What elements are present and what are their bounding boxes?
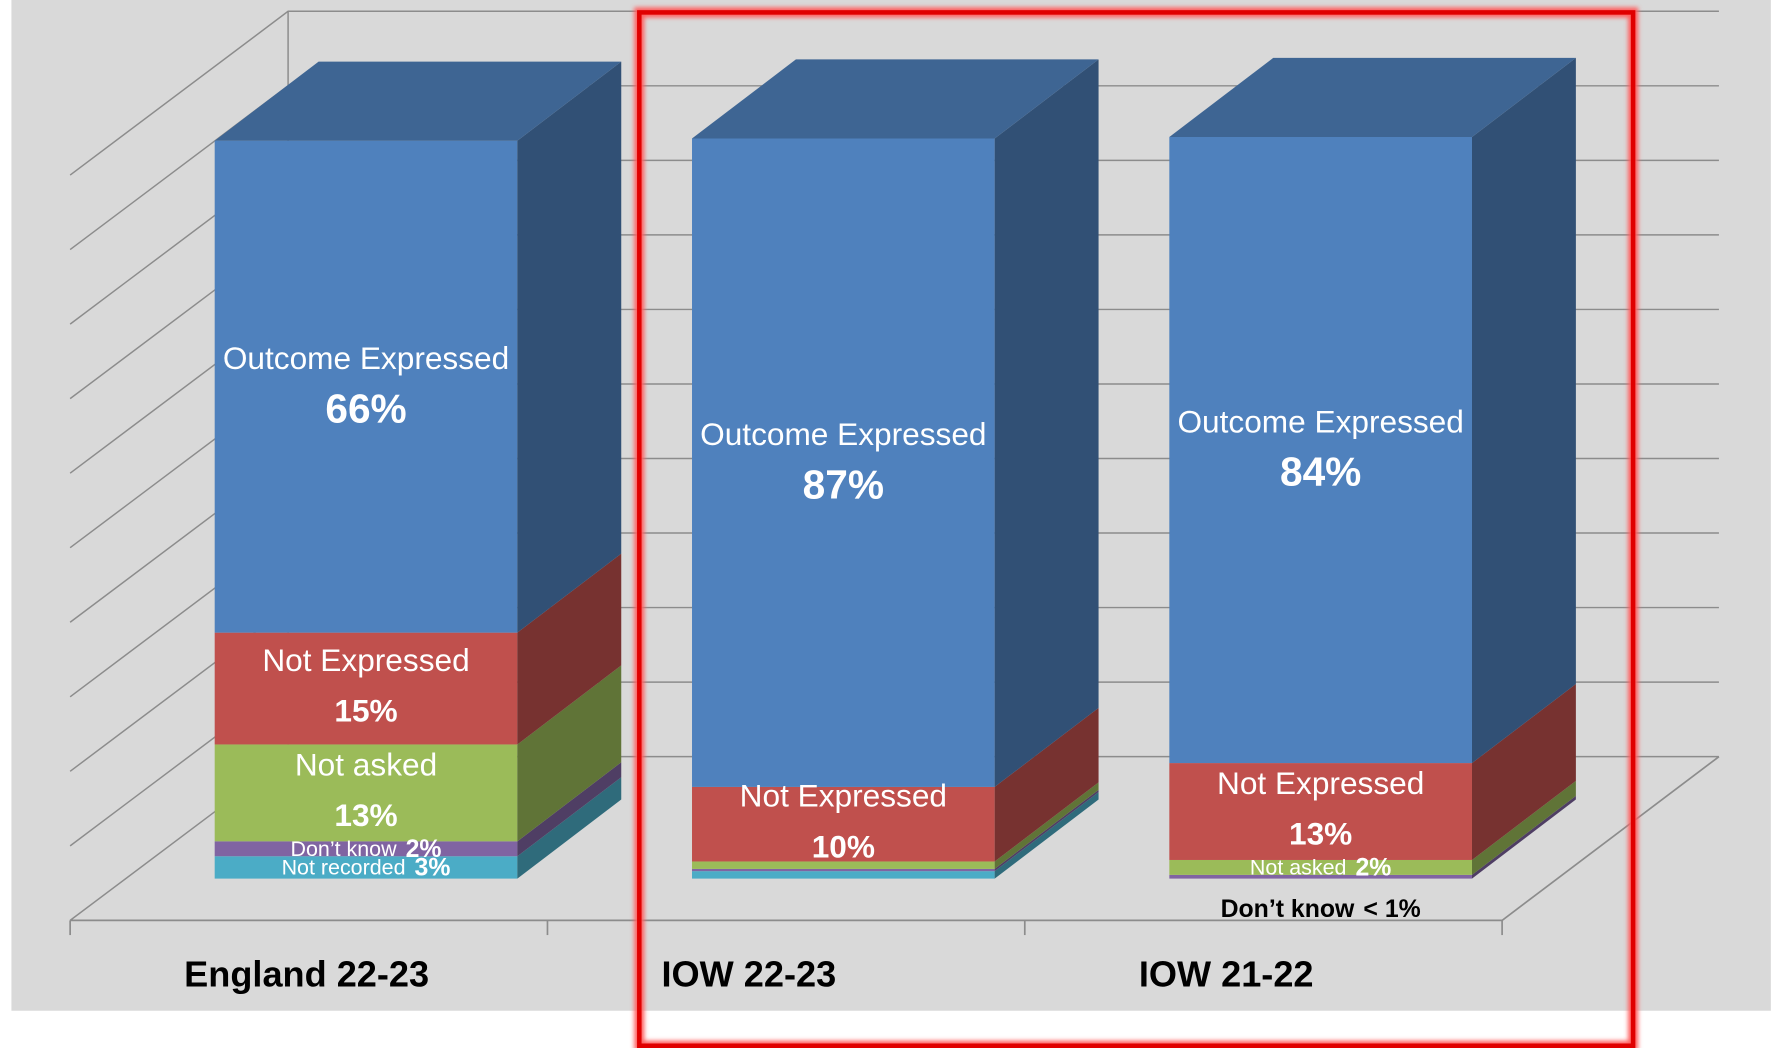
bar-front [1169, 859, 1472, 875]
bar-front [214, 744, 518, 842]
value-label: 13% [1289, 816, 1352, 852]
value-label: 2% [1355, 854, 1391, 881]
bar-side [994, 707, 1099, 862]
bar-side [1471, 684, 1576, 860]
highlight-box [637, 10, 1636, 1048]
bar-segment [1169, 795, 1576, 879]
x-tick-label: IOW 22-23 [662, 953, 837, 994]
segment-name: Not asked [1250, 855, 1347, 879]
bar-segment [214, 777, 622, 879]
segment-label: Don’t know < 1% [1221, 896, 1421, 923]
bar-segment [692, 707, 1099, 862]
bar-segment [1169, 684, 1576, 860]
segment-name: Not recorded [282, 855, 406, 879]
value-label: 15% [334, 693, 397, 729]
segment-name: Outcome Expressed [700, 416, 986, 452]
bar-side [517, 665, 622, 842]
value-label: 2% [406, 835, 442, 862]
segment-name: Don’t know [1221, 896, 1355, 923]
segment-name: Don’t know [291, 837, 398, 861]
bar-side [1471, 57, 1576, 764]
segment-label: Not recorded 3% [282, 854, 451, 881]
bar-front [692, 868, 995, 872]
bar-segment [214, 61, 622, 633]
bar-segment [1169, 57, 1576, 764]
segment-label: Not asked 2% [1250, 854, 1391, 881]
bar-side [1471, 795, 1576, 879]
bar-front [692, 786, 995, 862]
value-label: 84% [1280, 449, 1361, 495]
bar-front [1169, 763, 1472, 860]
segment-name: Not asked [295, 746, 437, 782]
segment-name: Not Expressed [740, 778, 947, 814]
bar-top [1169, 57, 1576, 137]
bar-side [1471, 780, 1576, 875]
value-label: < 1% [1363, 896, 1420, 923]
x-tick-label: IOW 21-22 [1139, 953, 1314, 994]
bar-side [517, 553, 622, 745]
bar-segment [214, 553, 622, 745]
segment-name: Outcome Expressed [1177, 403, 1463, 439]
bar-top [214, 61, 622, 141]
bar-front [214, 841, 518, 857]
bar-front [214, 856, 518, 879]
value-label: 87% [803, 461, 884, 507]
bar-front [214, 140, 518, 633]
bar-segment [692, 782, 1099, 869]
bar-side [994, 59, 1099, 787]
bar-segment [1169, 780, 1576, 875]
segment-name: Outcome Expressed [223, 340, 509, 376]
value-label: 10% [812, 828, 875, 864]
bar-side [994, 789, 1099, 872]
bar-side [517, 777, 622, 879]
bar-front [214, 632, 518, 745]
bar-segment [214, 762, 622, 857]
bar-top [692, 59, 1099, 139]
bar-front [1169, 874, 1472, 879]
bar-segment [692, 59, 1099, 787]
bar-front [692, 871, 995, 879]
bar-side [517, 61, 622, 633]
segment-label: Don’t know 2% [291, 835, 442, 862]
bar-front [692, 861, 995, 869]
bar-front [1169, 136, 1472, 764]
bar-side [994, 792, 1099, 879]
x-tick-label: England 22-23 [184, 953, 429, 994]
segment-name: Not Expressed [1217, 765, 1424, 801]
bar-segment [692, 792, 1099, 879]
bar-side [994, 782, 1099, 869]
bar-front [692, 138, 995, 787]
bar-side [517, 762, 622, 857]
bar-segment [214, 665, 622, 842]
value-label: 3% [415, 854, 451, 881]
bar-segment [692, 789, 1099, 872]
segment-name: Not Expressed [262, 642, 469, 678]
value-label: 66% [325, 385, 406, 431]
value-label: 13% [334, 797, 397, 833]
